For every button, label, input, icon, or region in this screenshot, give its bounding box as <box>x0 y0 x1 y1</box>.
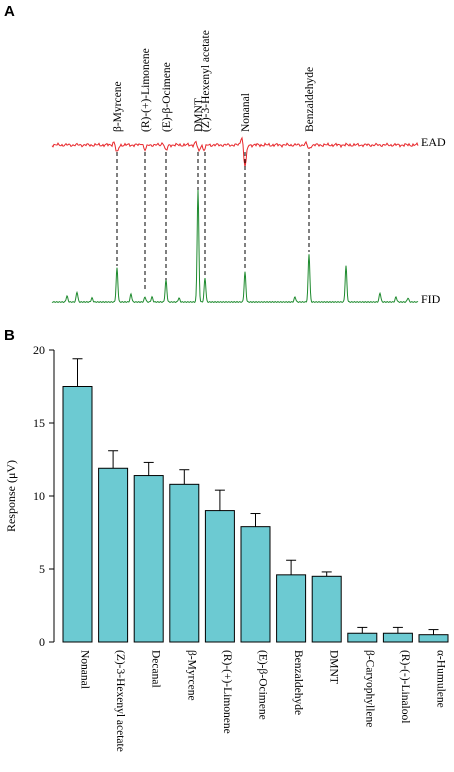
bar <box>276 574 307 643</box>
bar <box>382 632 413 643</box>
y-tick-label: 20 <box>33 343 45 357</box>
bar <box>240 526 271 643</box>
category-label: Benzaldehyde <box>292 650 304 715</box>
peak-labels: β-Myrcene (R)-(+)-Limonene (E)-β-Ocimene DM… <box>112 30 316 132</box>
ead-label: EAD <box>421 135 446 149</box>
y-tick-label: 0 <box>39 635 45 649</box>
y-ticks: 0 5 10 15 20 <box>33 343 54 649</box>
bars <box>62 358 449 643</box>
category-label: (E)-β-Ocimene <box>257 650 269 720</box>
panel-a-letter: A <box>4 3 15 20</box>
ead-trace <box>51 136 419 168</box>
panel-b-letter: B <box>4 327 15 344</box>
bar <box>133 475 164 643</box>
y-tick-label: 10 <box>33 489 45 503</box>
y-tick-label: 5 <box>39 562 45 576</box>
bar <box>347 632 378 643</box>
bar <box>311 575 342 643</box>
y-tick-label: 15 <box>33 416 45 430</box>
category-label: β-Myrcene <box>185 650 197 701</box>
fid-trace <box>51 190 419 303</box>
peak-label: (R)-(+)-Limonene <box>140 48 152 132</box>
peak-label: β-Myrcene <box>112 81 124 132</box>
category-label: Nonanal <box>79 650 91 689</box>
y-axis-title: Response (μV) <box>4 460 18 532</box>
bar <box>418 634 449 643</box>
peak-dashed-lines <box>116 152 310 292</box>
category-label: Decanal <box>150 650 162 688</box>
category-label: DMNT <box>328 650 340 684</box>
category-label: (R)-(-)-Linalool <box>399 650 411 723</box>
panel-a-ead-fid: A β-Myrcene (R)-(+)-Limonene (E)-β-Ocimene… <box>4 3 446 306</box>
category-labels: Nonanal (Z)-3-Hexenyl acetate Decanal β-Myr… <box>79 650 447 752</box>
category-label: (R)-(+)-Limonene <box>221 650 233 734</box>
peak-label: Benzaldehyde <box>304 67 316 132</box>
bar <box>169 483 200 643</box>
category-label: β-Caryophyllene <box>363 650 375 727</box>
bar <box>62 386 93 643</box>
peak-label: (E)-β-Ocimene <box>161 62 173 132</box>
bar <box>204 510 235 643</box>
category-label: α-Humulene <box>435 650 447 708</box>
peak-label: DMNT <box>193 98 205 132</box>
bar <box>98 467 129 643</box>
peak-label: (Z)-3-Hexenyl acetate <box>200 30 212 132</box>
fid-label: FID <box>421 292 441 306</box>
category-label: (Z)-3-Hexenyl acetate <box>114 650 126 752</box>
peak-label: Nonanal <box>240 93 252 132</box>
panel-b-bar-chart: B Response (μV) 0 5 10 15 20 Nonanal (Z)-3-He… <box>4 327 449 752</box>
